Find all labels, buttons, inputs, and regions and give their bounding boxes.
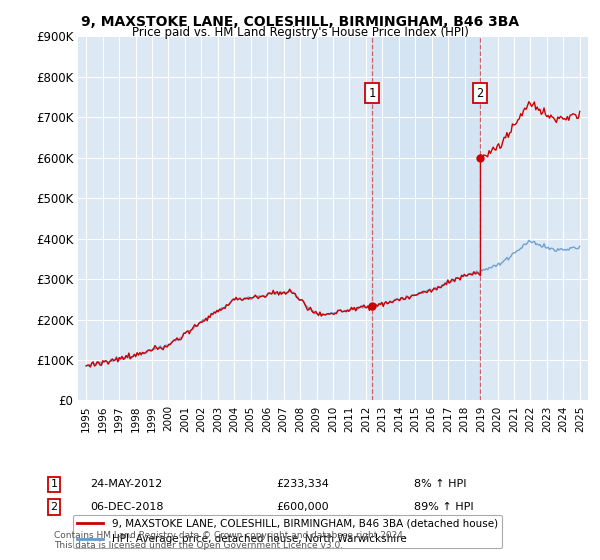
Text: 2: 2: [476, 87, 484, 100]
Text: £233,334: £233,334: [276, 479, 329, 489]
Text: 24-MAY-2012: 24-MAY-2012: [90, 479, 162, 489]
Text: 1: 1: [368, 87, 376, 100]
Text: 89% ↑ HPI: 89% ↑ HPI: [414, 502, 473, 512]
Text: 06-DEC-2018: 06-DEC-2018: [90, 502, 163, 512]
Legend: 9, MAXSTOKE LANE, COLESHILL, BIRMINGHAM, B46 3BA (detached house), HPI: Average : 9, MAXSTOKE LANE, COLESHILL, BIRMINGHAM,…: [73, 515, 502, 548]
Text: 2: 2: [50, 502, 58, 512]
Text: 1: 1: [50, 479, 58, 489]
Text: 8% ↑ HPI: 8% ↑ HPI: [414, 479, 467, 489]
Text: 9, MAXSTOKE LANE, COLESHILL, BIRMINGHAM, B46 3BA: 9, MAXSTOKE LANE, COLESHILL, BIRMINGHAM,…: [81, 15, 519, 29]
Text: Contains HM Land Registry data © Crown copyright and database right 2024.
This d: Contains HM Land Registry data © Crown c…: [54, 530, 406, 550]
Text: Price paid vs. HM Land Registry's House Price Index (HPI): Price paid vs. HM Land Registry's House …: [131, 26, 469, 39]
Bar: [372, 36, 480, 400]
Text: £600,000: £600,000: [276, 502, 329, 512]
